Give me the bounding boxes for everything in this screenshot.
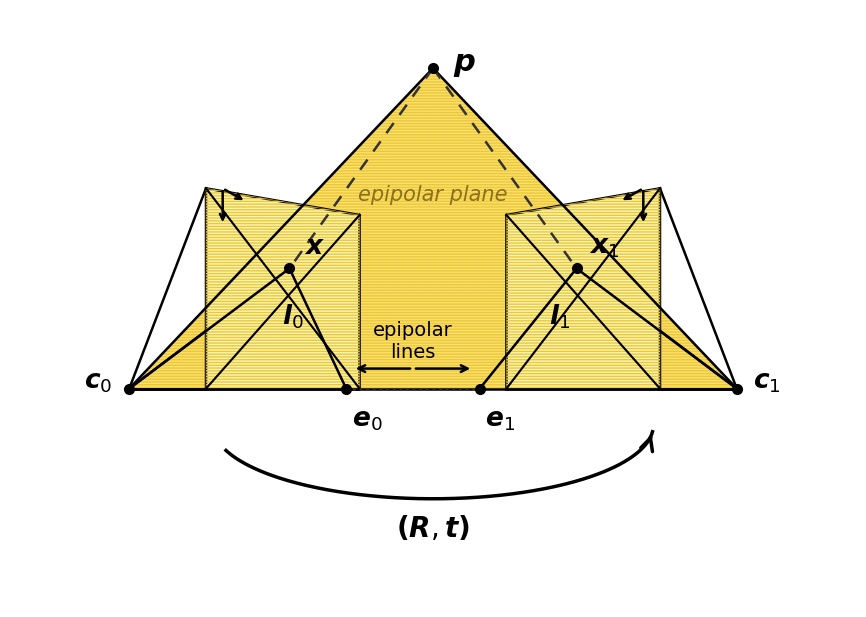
Text: $\boldsymbol{(R,t)}$: $\boldsymbol{(R,t)}$	[396, 515, 470, 544]
Text: $\boldsymbol{x}$: $\boldsymbol{x}$	[304, 234, 325, 260]
Text: epipolar plane: epipolar plane	[359, 185, 507, 205]
Text: $\boldsymbol{l}_0$: $\boldsymbol{l}_0$	[282, 302, 304, 331]
Text: $\boldsymbol{p}$: $\boldsymbol{p}$	[453, 51, 476, 80]
Polygon shape	[206, 188, 359, 389]
Text: $\boldsymbol{e}_1$: $\boldsymbol{e}_1$	[485, 407, 515, 433]
Text: $\boldsymbol{e}_0$: $\boldsymbol{e}_0$	[352, 407, 382, 433]
Text: $\boldsymbol{l}_1$: $\boldsymbol{l}_1$	[549, 302, 571, 331]
Text: $\boldsymbol{c}_0$: $\boldsymbol{c}_0$	[84, 369, 113, 395]
Text: $\boldsymbol{x}_1$: $\boldsymbol{x}_1$	[589, 234, 619, 260]
Polygon shape	[129, 68, 737, 389]
Text: epipolar
lines: epipolar lines	[373, 321, 453, 362]
Text: $\boldsymbol{c}_1$: $\boldsymbol{c}_1$	[753, 369, 781, 395]
Polygon shape	[507, 188, 660, 389]
